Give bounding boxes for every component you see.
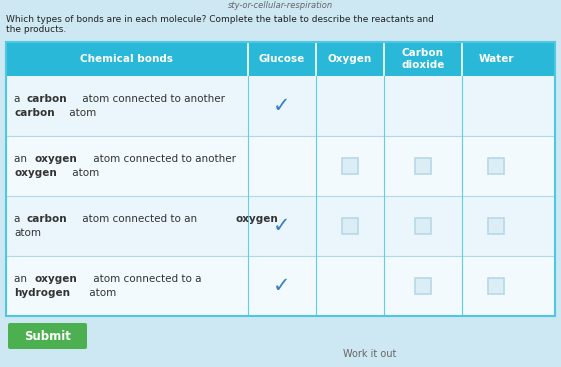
Text: Work it out: Work it out <box>343 349 397 359</box>
Bar <box>6 42 555 316</box>
Text: a: a <box>14 214 24 224</box>
Text: atom connected to another: atom connected to another <box>90 154 236 164</box>
Bar <box>6 42 555 76</box>
Text: the products.: the products. <box>6 25 66 34</box>
Text: oxygen: oxygen <box>35 154 78 164</box>
Text: Oxygen: Oxygen <box>328 54 372 64</box>
Bar <box>342 218 358 234</box>
Text: Water: Water <box>478 54 514 64</box>
Text: carbon: carbon <box>14 108 54 118</box>
Text: ✓: ✓ <box>273 216 291 236</box>
Text: atom: atom <box>86 288 117 298</box>
Bar <box>6 136 555 196</box>
Text: a: a <box>14 94 24 104</box>
Text: an: an <box>14 274 30 284</box>
Bar <box>415 158 431 174</box>
Bar <box>6 42 555 316</box>
Bar <box>6 196 555 256</box>
Text: Which types of bonds are in each molecule? Complete the table to describe the re: Which types of bonds are in each molecul… <box>6 15 434 23</box>
Text: atom: atom <box>69 168 99 178</box>
Bar <box>488 158 504 174</box>
Bar <box>6 256 555 316</box>
Text: oxygen: oxygen <box>236 214 278 224</box>
Bar <box>415 278 431 294</box>
Bar <box>415 218 431 234</box>
Text: carbon: carbon <box>26 214 67 224</box>
Bar <box>488 218 504 234</box>
Text: atom connected to a: atom connected to a <box>90 274 201 284</box>
Text: hydrogen: hydrogen <box>14 288 70 298</box>
Text: oxygen: oxygen <box>14 168 57 178</box>
Text: Glucose: Glucose <box>259 54 305 64</box>
Bar <box>488 278 504 294</box>
Bar <box>6 76 555 136</box>
Text: an: an <box>14 154 30 164</box>
Text: carbon: carbon <box>26 94 67 104</box>
Text: Carbon
dioxide: Carbon dioxide <box>401 48 445 70</box>
Text: oxygen: oxygen <box>35 274 78 284</box>
Bar <box>342 158 358 174</box>
Text: atom: atom <box>66 108 96 118</box>
Text: atom: atom <box>14 228 41 238</box>
Text: sty-or-cellular-respiration: sty-or-cellular-respiration <box>227 1 333 11</box>
Text: Submit: Submit <box>24 330 71 342</box>
Text: Chemical bonds: Chemical bonds <box>80 54 173 64</box>
FancyBboxPatch shape <box>8 323 87 349</box>
Text: ✓: ✓ <box>273 276 291 296</box>
Text: atom connected to an: atom connected to an <box>79 214 200 224</box>
Text: ✓: ✓ <box>273 96 291 116</box>
Text: atom connected to another: atom connected to another <box>79 94 225 104</box>
